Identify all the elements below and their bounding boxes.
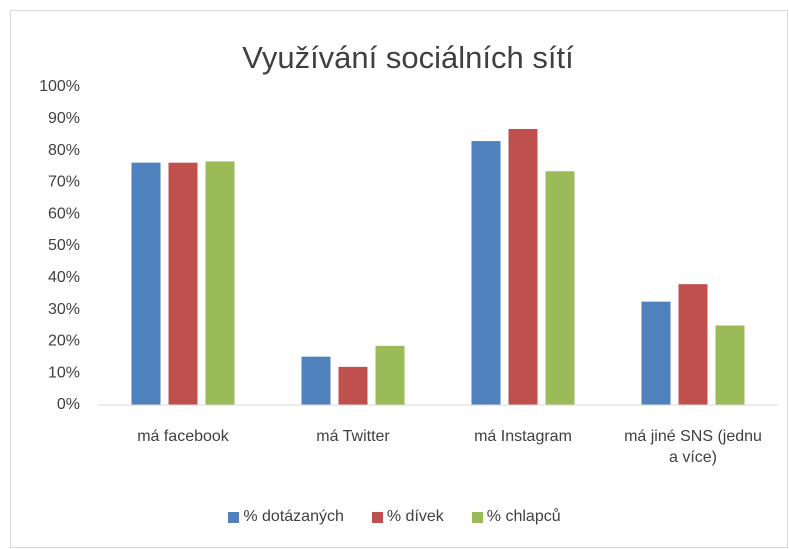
bar	[338, 366, 368, 405]
y-tick-label: 0%	[57, 396, 80, 413]
bar	[678, 284, 708, 405]
y-tick-label: 70%	[48, 174, 80, 191]
bar	[168, 162, 198, 405]
bar	[471, 141, 501, 405]
bar	[715, 325, 745, 405]
legend-item: % dívek	[371, 508, 444, 526]
x-tick-label: má Twitter	[316, 428, 390, 445]
legend: % dotázaných % dívek % chlapců	[0, 508, 789, 526]
x-tick-label: má jiné SNS (jednu a více)	[624, 428, 762, 466]
y-tick-label: 60%	[48, 205, 80, 222]
bar	[641, 301, 671, 405]
bar	[375, 345, 405, 405]
legend-label: % chlapců	[486, 508, 561, 525]
y-tick-label: 80%	[48, 142, 80, 159]
bar	[205, 161, 235, 405]
legend-swatch	[228, 511, 240, 523]
legend-label: % dotázaných	[243, 508, 344, 525]
bar	[301, 356, 331, 405]
x-tick-label: má Instagram	[474, 428, 572, 445]
bar	[131, 162, 161, 405]
y-tick-label: 50%	[48, 237, 80, 254]
bar	[545, 171, 575, 405]
y-tick-label: 20%	[48, 333, 80, 350]
legend-item: % chlapců	[471, 508, 561, 526]
y-tick-label: 40%	[48, 269, 80, 286]
y-tick-label: 30%	[48, 301, 80, 318]
legend-swatch	[471, 511, 483, 523]
y-tick-label: 90%	[48, 110, 80, 127]
y-tick-label: 10%	[48, 364, 80, 381]
chart-title: Využívání sociálních sítí	[242, 40, 574, 75]
y-tick-label: 100%	[39, 78, 80, 95]
x-tick-label: má facebook	[137, 428, 229, 445]
legend-swatch	[371, 511, 383, 523]
legend-item: % dotázaných	[228, 508, 344, 526]
bar	[508, 128, 538, 405]
legend-label: % dívek	[386, 508, 444, 525]
